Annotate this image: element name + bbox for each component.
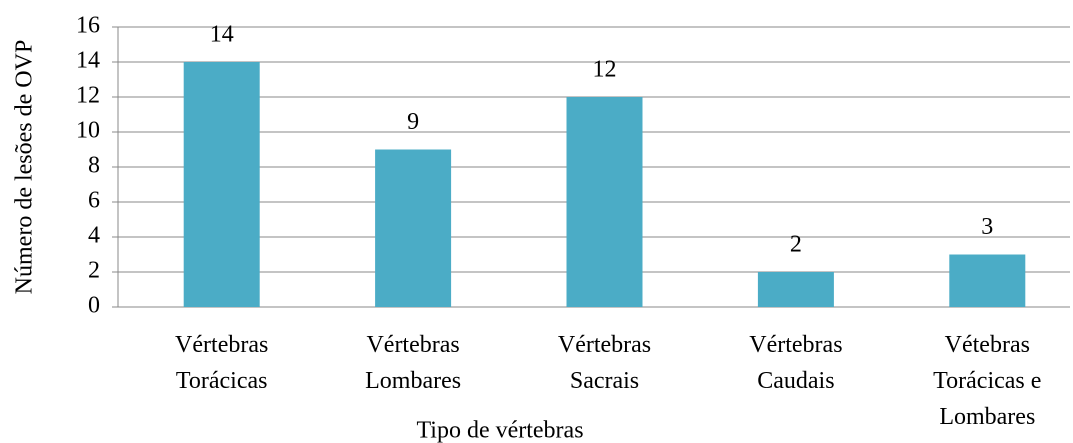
y-tick-label: 4 <box>88 223 100 249</box>
y-tick-label: 16 <box>76 13 100 39</box>
x-tick-label: Vértebras Lombares <box>365 332 462 394</box>
data-label: 9 <box>407 109 419 135</box>
data-label: 3 <box>981 214 993 240</box>
y-tick-label: 12 <box>76 83 100 109</box>
data-label: 14 <box>210 22 234 48</box>
y-tick-label: 0 <box>88 293 100 319</box>
bar <box>949 254 1026 307</box>
x-tick-label: Vétebras Torácicas e Lombares <box>933 332 1042 430</box>
y-tick-label: 6 <box>88 188 100 214</box>
data-label: 2 <box>790 232 802 258</box>
y-tick-label: 10 <box>76 118 100 144</box>
x-axis-title: Tipo de vértebras <box>416 418 583 443</box>
x-tick-label: Vértebras Sacrais <box>557 332 652 394</box>
bar <box>757 272 834 307</box>
data-label: 12 <box>593 57 617 83</box>
x-tick-label: Vértebras Caudais <box>749 332 843 394</box>
y-axis-title: Número de lesões de OVP <box>12 40 38 295</box>
bar <box>566 97 643 307</box>
y-tick-label: 14 <box>76 48 100 74</box>
bar <box>183 62 260 307</box>
y-tick-label: 2 <box>88 258 100 284</box>
x-tick-label: Vértebras Torácicas <box>175 332 269 394</box>
y-tick-label: 8 <box>88 153 100 179</box>
bar <box>375 149 452 307</box>
